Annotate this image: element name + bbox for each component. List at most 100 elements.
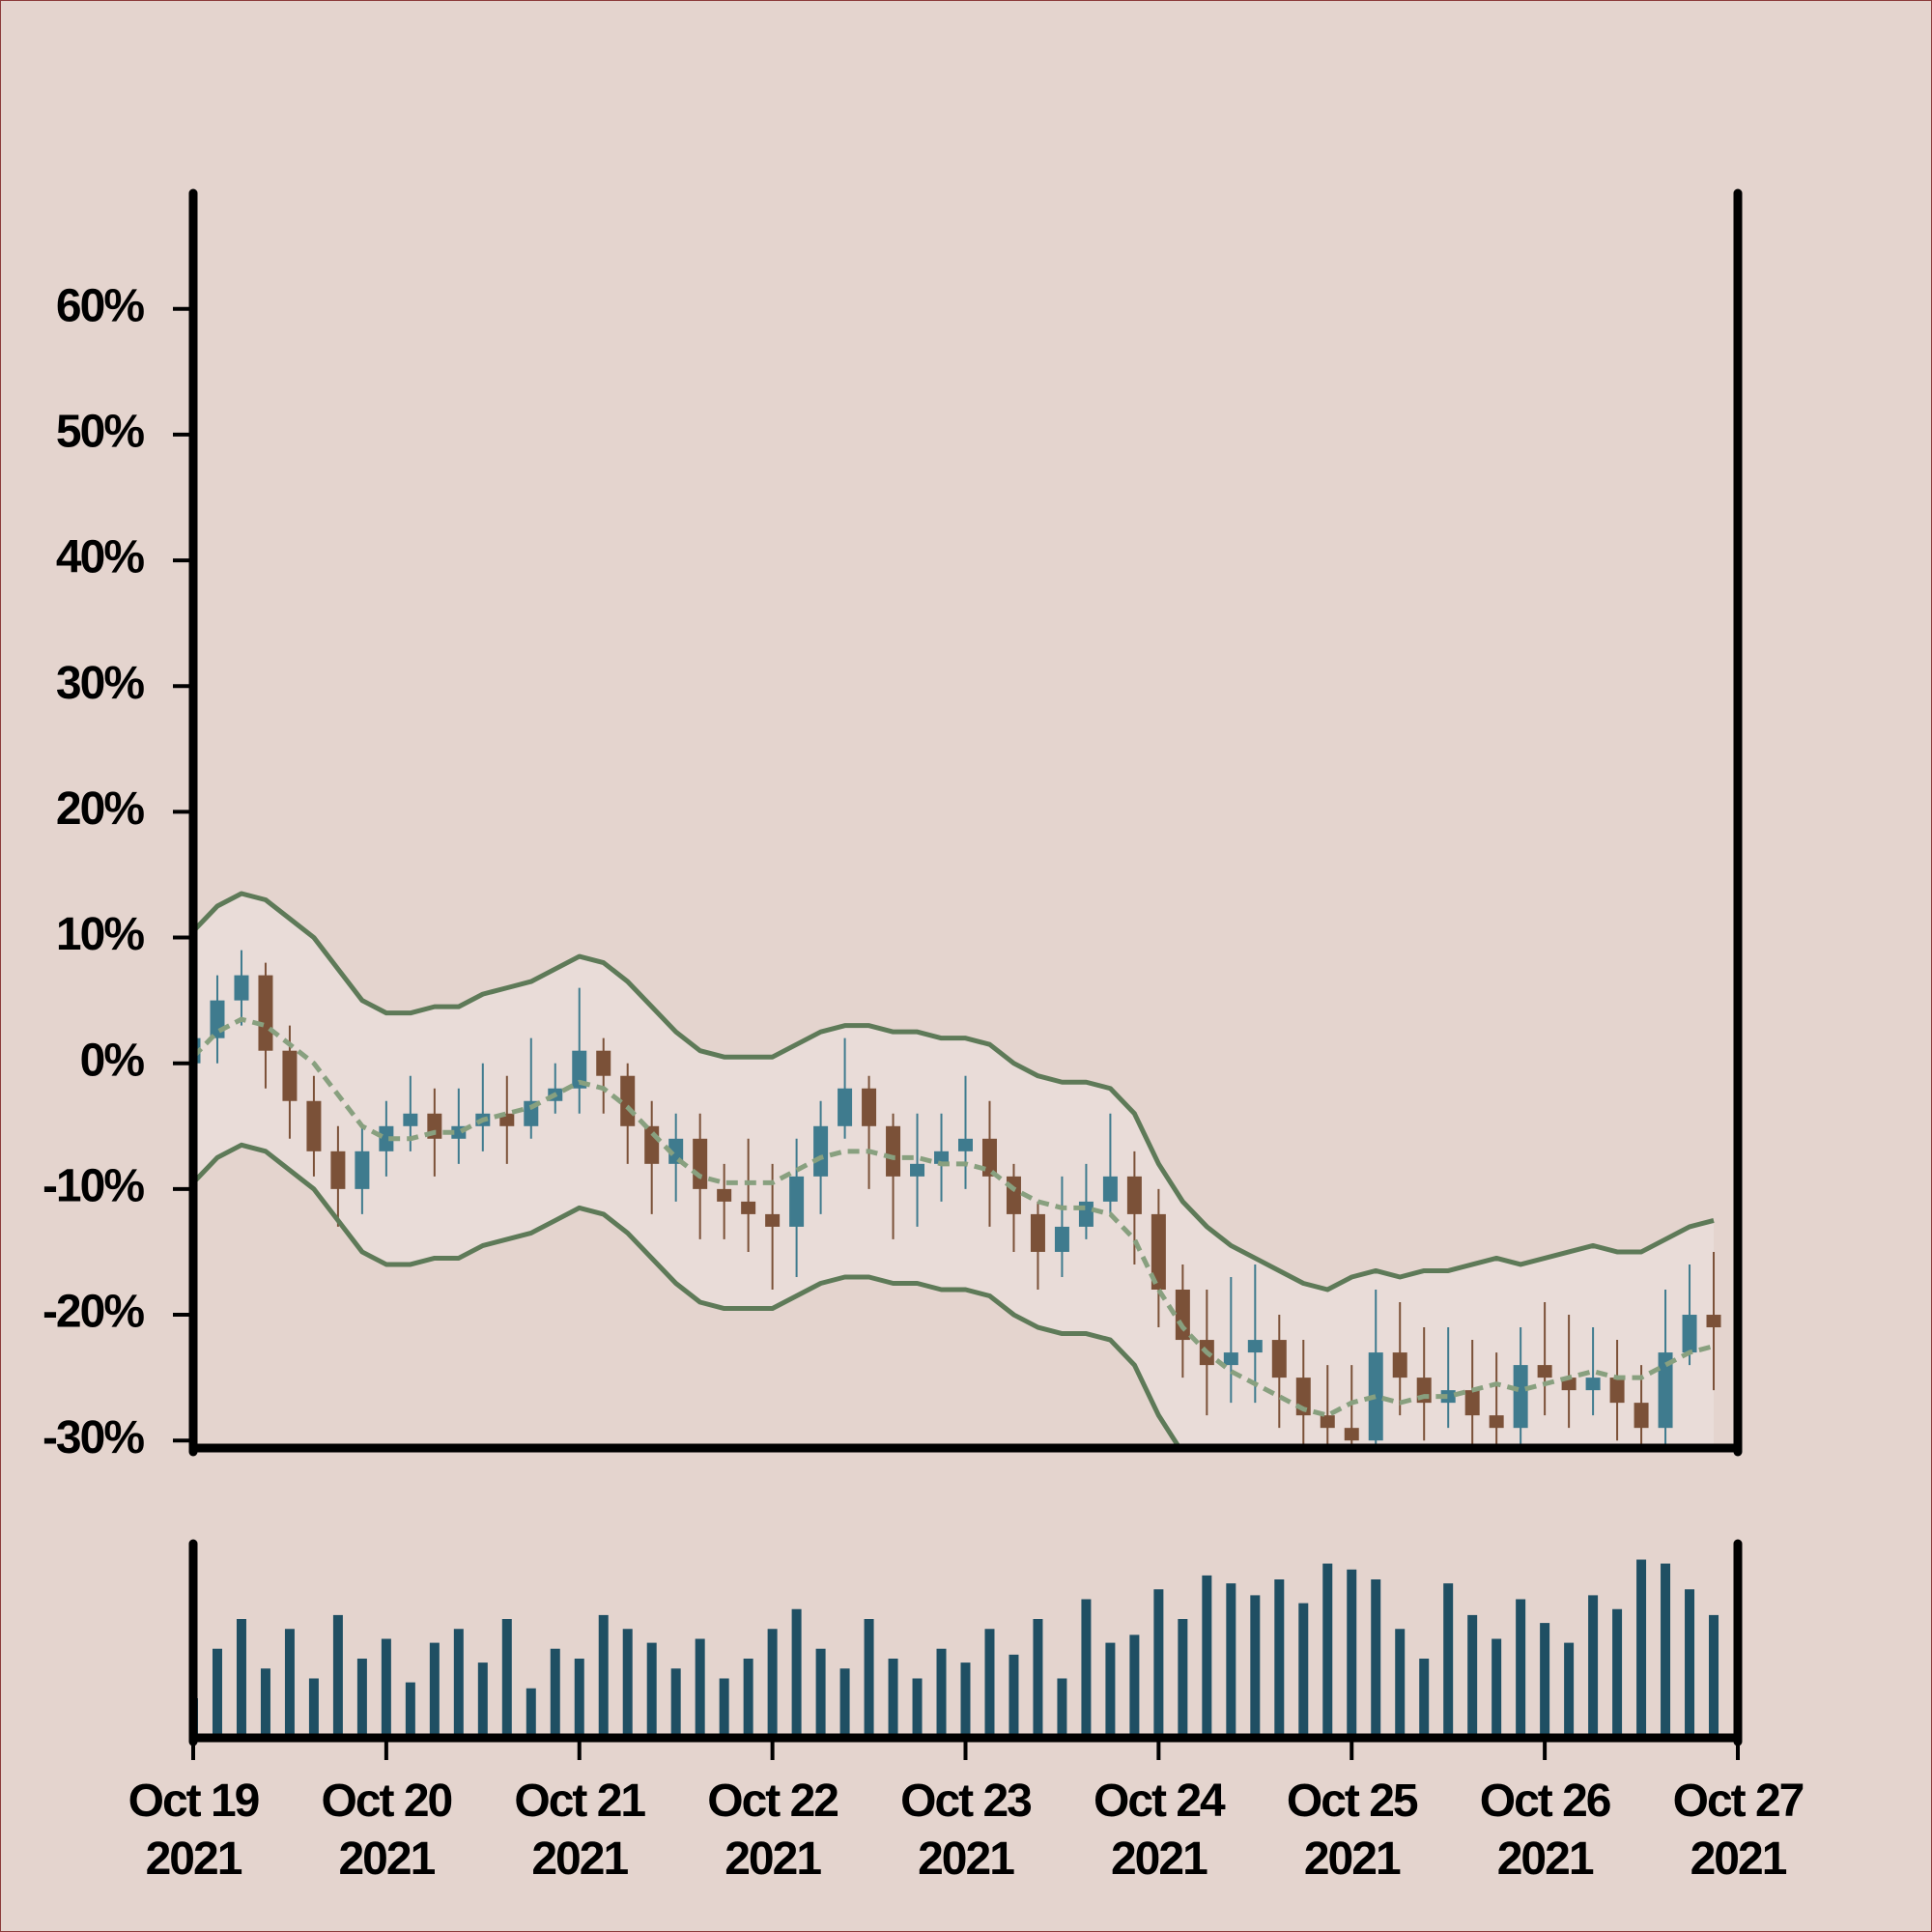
x-tick-label: Oct 24 2021 [1094, 1776, 1226, 1885]
volume-bar [1178, 1619, 1188, 1738]
volume-panel [193, 1559, 1719, 1738]
volume-bar [501, 1619, 512, 1738]
volume-bar [1371, 1579, 1381, 1738]
candle-body [1706, 1315, 1721, 1328]
volume-bar [526, 1688, 536, 1738]
candle-body [693, 1138, 708, 1189]
candle-body [1102, 1176, 1118, 1202]
candle-body [862, 1088, 877, 1126]
volume-bar [381, 1638, 391, 1738]
volume-bar [260, 1668, 270, 1738]
candle-body [1151, 1213, 1166, 1290]
volume-bar [1612, 1608, 1623, 1738]
volume-bar [1057, 1678, 1067, 1738]
volume-bar [936, 1648, 947, 1738]
candle-body [717, 1188, 732, 1202]
volume-bar [767, 1629, 778, 1738]
candle-body [765, 1213, 781, 1227]
volume-bar [550, 1648, 560, 1738]
volume-bar [284, 1629, 295, 1738]
candle-body [1344, 1428, 1359, 1441]
candle-body [1054, 1226, 1069, 1252]
candle-body [1464, 1390, 1480, 1416]
candle-body [1634, 1403, 1649, 1429]
y-tick-label: -10% [43, 1161, 144, 1212]
candle-body [1585, 1378, 1601, 1391]
candle-body [910, 1163, 925, 1177]
volume-bar [356, 1659, 367, 1738]
volume-bar [574, 1659, 584, 1738]
candle-body [838, 1088, 853, 1126]
volume-bar [1202, 1575, 1212, 1738]
candle-body [1078, 1201, 1094, 1227]
volume-bar [1226, 1583, 1236, 1738]
volume-bar [1395, 1629, 1406, 1738]
volume-bar [1685, 1589, 1695, 1738]
volume-bar [984, 1629, 995, 1738]
volume-bar [622, 1629, 633, 1738]
volume-bar [719, 1678, 729, 1738]
x-tick-label: Oct 21 2021 [514, 1776, 645, 1885]
x-tick-label: Oct 22 2021 [707, 1776, 838, 1885]
volume-bar [888, 1659, 898, 1738]
candle-body [644, 1125, 660, 1164]
candle-body [1392, 1352, 1407, 1378]
x-tick-label: Oct 23 2021 [900, 1776, 1031, 1885]
candle-body [1030, 1213, 1045, 1252]
volume-bar [405, 1682, 415, 1738]
band-upper [193, 891, 1715, 1293]
x-tick-label: Oct 26 2021 [1480, 1776, 1610, 1885]
volume-bar [1516, 1599, 1526, 1738]
candle-body [306, 1100, 322, 1151]
volume-bar [453, 1629, 464, 1738]
volume-bar [598, 1614, 609, 1738]
volume-bar [332, 1614, 343, 1738]
volume-bar [212, 1648, 222, 1738]
candle-body [572, 1050, 587, 1089]
volume-bar [1274, 1579, 1285, 1738]
candle-body [789, 1176, 805, 1227]
candle-body [1271, 1340, 1287, 1378]
volume-bar [646, 1642, 657, 1738]
candle-body [379, 1125, 394, 1151]
y-tick-label: 0% [80, 1035, 145, 1086]
candle-body [620, 1075, 636, 1126]
candle-body [958, 1138, 973, 1151]
candle-body [886, 1125, 901, 1177]
candle-body [741, 1201, 756, 1214]
volume-bar [791, 1608, 802, 1738]
volume-bar [960, 1662, 971, 1738]
y-tick-label: 40% [56, 532, 144, 583]
candle-body [1489, 1415, 1504, 1429]
volume-bar [1564, 1642, 1575, 1738]
volume-bar [308, 1678, 319, 1738]
volume-bar [1419, 1659, 1430, 1738]
candle-body [210, 1000, 225, 1038]
volume-bar [1540, 1623, 1550, 1738]
candle-body [1320, 1415, 1335, 1429]
candle-body [1247, 1340, 1263, 1353]
volume-bar [429, 1642, 440, 1738]
volume-bar [1250, 1595, 1261, 1738]
band-fill [193, 893, 1715, 1448]
candle-body [282, 1050, 298, 1101]
volume-bar [1467, 1614, 1478, 1738]
volume-bar [1347, 1569, 1357, 1738]
volume-bar [670, 1668, 681, 1738]
price-panel [193, 891, 1721, 1448]
candle-body [1513, 1365, 1528, 1429]
volume-bar [1033, 1619, 1043, 1738]
candle-body [596, 1050, 611, 1076]
x-tick-label: Oct 27 2021 [1673, 1776, 1804, 1885]
candle-body [234, 975, 249, 1001]
volume-bar [1153, 1589, 1164, 1738]
x-tick-label: Oct 19 2021 [128, 1776, 259, 1885]
candle-body [1175, 1289, 1190, 1341]
volume-bar [1443, 1583, 1454, 1738]
volume-bar [864, 1619, 874, 1738]
candle-body [1440, 1390, 1456, 1404]
volume-bar [815, 1648, 826, 1738]
candle-body [813, 1125, 829, 1177]
candle-body [1368, 1352, 1383, 1441]
